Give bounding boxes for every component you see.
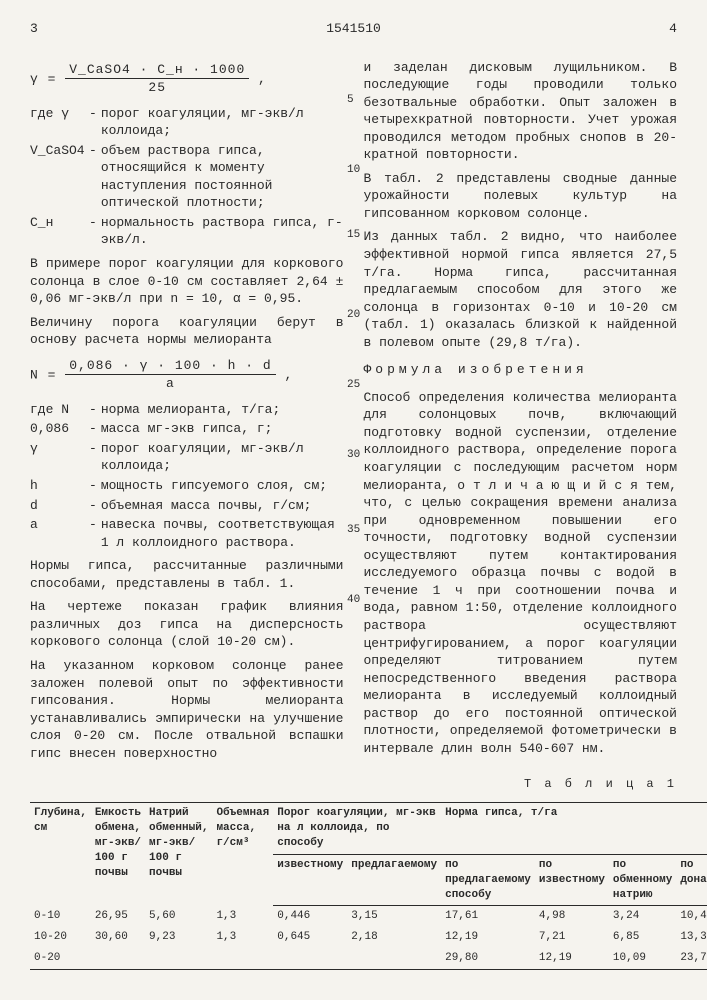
line-number: 10 (347, 163, 360, 178)
col-header: Емкость обмена, мг-экв/ 100 г почвы (91, 803, 145, 906)
page-num-right: 4 (669, 20, 677, 38)
document-number: 1541510 (326, 20, 381, 38)
formula-gamma: γ = V_CaSO4 · C_н · 1000 25 , (30, 61, 344, 97)
line-number: 35 (347, 523, 360, 538)
page-header: 3 1541510 4 (30, 20, 677, 38)
table-title: Т а б л и ц а 1 (30, 776, 677, 792)
paragraph: В примере порог коагуляции для коркового… (30, 255, 344, 308)
table-row: 10-2030,609,231,30,6452,1812,197,216,851… (30, 927, 707, 948)
col-subheader: по известному (535, 854, 609, 906)
right-column: и заделан дисковым лущильником. В послед… (364, 53, 678, 769)
paragraph: Из данных табл. 2 видно, что наиболее эф… (364, 228, 678, 351)
col-subheader: по обменному натрию (609, 854, 676, 906)
paragraph: На указанном корковом солонце ранее зало… (30, 657, 344, 762)
left-column: γ = V_CaSO4 · C_н · 1000 25 , где γ-поро… (30, 53, 344, 769)
paragraph: и заделан дисковым лущильником. В послед… (364, 59, 678, 164)
definitions-1: где γ-порог коагуляции, мг-экв/л коллоид… (30, 105, 344, 249)
line-number: 20 (347, 308, 360, 323)
col-subheader: по предлагаемому способу (441, 854, 535, 906)
col-header: Натрий обменный, мг-экв/ 100 г почвы (145, 803, 212, 906)
col-header: Норма гипса, т/га (441, 803, 707, 855)
table-row: 0-2029,8012,1910,0923,70 (30, 948, 707, 969)
line-number: 25 (347, 378, 360, 393)
col-subheader: предлагаемому (347, 854, 441, 906)
col-header: Объемная масса, г/см³ (212, 803, 273, 906)
line-number: 40 (347, 593, 360, 608)
two-column-body: γ = V_CaSO4 · C_н · 1000 25 , где γ-поро… (30, 53, 677, 769)
formula-n: N = 0,086 · γ · 100 · h · d a , (30, 357, 344, 393)
col-header: Глубина, см (30, 803, 91, 906)
data-table: Глубина, см Емкость обмена, мг-экв/ 100 … (30, 802, 707, 970)
paragraph: На чертеже показан график влияния различ… (30, 598, 344, 651)
paragraph: В табл. 2 представлены сводные данные ур… (364, 170, 678, 223)
claim-text: Способ определения количества мелиоранта… (364, 389, 678, 757)
table-row: 0-1026,955,601,30,4463,1517,614,983,2410… (30, 906, 707, 927)
table-body: 0-1026,955,601,30,4463,1517,614,983,2410… (30, 906, 707, 970)
col-subheader: известному (273, 854, 347, 906)
page-num-left: 3 (30, 20, 38, 38)
col-subheader: по донасыщению (676, 854, 707, 906)
col-header: Порог коагуляции, мг-экв на л коллоида, … (273, 803, 441, 855)
definitions-2: где N-норма мелиоранта, т/га; 0,086-масс… (30, 401, 344, 551)
paragraph: Нормы гипса, рассчитанные различными спо… (30, 557, 344, 592)
claim-title: Формула изобретения (364, 361, 678, 379)
line-number: 5 (347, 93, 354, 108)
line-number: 15 (347, 228, 360, 243)
line-number: 30 (347, 448, 360, 463)
paragraph: Величину порога коагуляции берут в основ… (30, 314, 344, 349)
